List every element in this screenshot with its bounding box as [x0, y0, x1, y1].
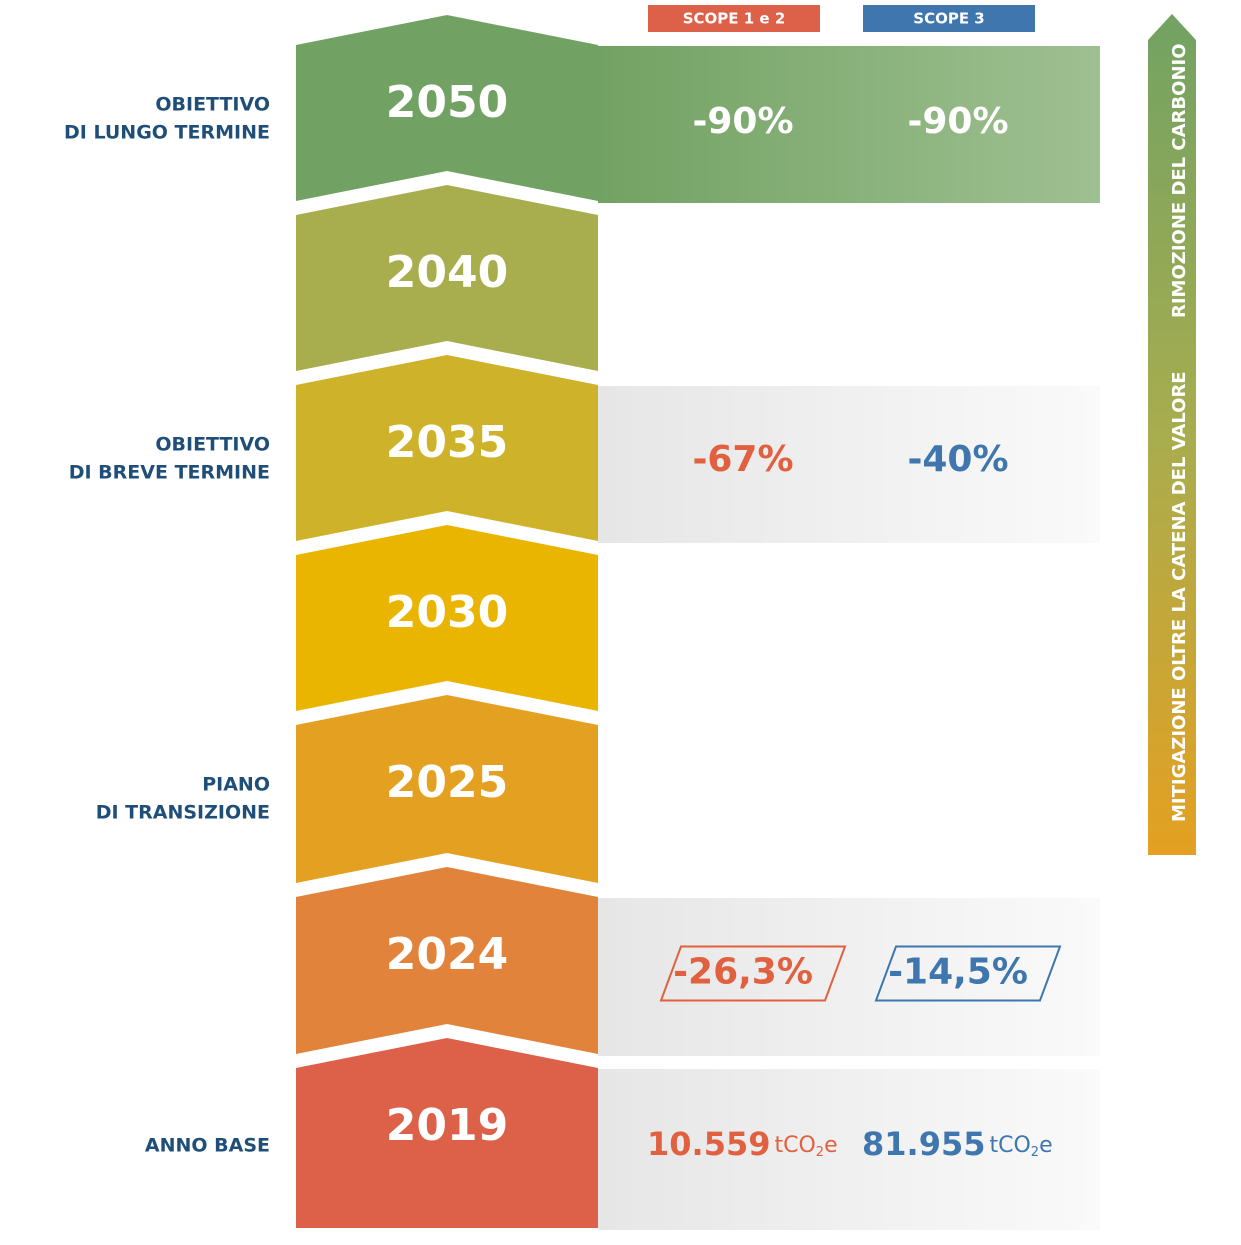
row-label: DI TRANSIZIONE — [96, 802, 270, 824]
unit: e — [824, 1133, 838, 1158]
rows: 2050 OBIETTIVO DI LUNGO TERMINE -90% -90% 204… — [64, 15, 1100, 1230]
reduction-value: -26,3% — [673, 952, 813, 993]
year: 2040 — [386, 247, 508, 298]
year: 2035 — [386, 417, 508, 468]
year: 2050 — [386, 77, 508, 128]
base-value: 10.559 tCO2e — [647, 1125, 838, 1163]
year-block — [296, 1038, 598, 1228]
reduction-value: -90% — [692, 101, 793, 142]
year: 2025 — [386, 757, 508, 808]
side-top-text: RIMOZIONE DEL CARBONIO — [1169, 43, 1190, 318]
legend-scope12 — [648, 5, 820, 32]
row-panel — [598, 898, 1100, 1056]
row-label: OBIETTIVO — [155, 94, 270, 116]
base-number: 10.559 — [647, 1125, 770, 1163]
row-panel — [598, 46, 1100, 203]
year: 2030 — [386, 587, 508, 638]
year-block — [296, 525, 598, 711]
year-block — [296, 185, 598, 371]
side-bottom-text: MITIGAZIONE OLTRE LA CATENA DEL VALORE — [1169, 371, 1190, 822]
row-label: DI BREVE TERMINE — [69, 462, 270, 484]
row-label: OBIETTIVO — [155, 434, 270, 456]
reduction-value: -90% — [907, 101, 1008, 142]
year-block — [296, 695, 598, 883]
value-box — [874, 945, 1062, 1002]
unit-sub: 2 — [1031, 1145, 1039, 1160]
unit-sub: 2 — [816, 1145, 824, 1160]
base-value: 81.955 tCO2e — [862, 1125, 1053, 1163]
unit: e — [1039, 1133, 1053, 1158]
reduction-value: -40% — [907, 439, 1008, 480]
year-block — [296, 867, 598, 1054]
value-box — [659, 945, 847, 1002]
row-panel — [598, 1069, 1100, 1230]
row-label: PIANO — [202, 774, 270, 796]
year: 2019 — [386, 1100, 508, 1151]
row-label: ANNO BASE — [145, 1135, 270, 1157]
year: 2024 — [386, 929, 508, 980]
unit: tCO — [774, 1133, 815, 1158]
reduction-value: -14,5% — [888, 952, 1028, 993]
row-label: DI LUNGO TERMINE — [64, 122, 270, 144]
row-panel — [598, 386, 1100, 543]
unit: tCO — [989, 1133, 1030, 1158]
year-block — [296, 15, 598, 201]
side-arrow — [1148, 14, 1196, 855]
legend-scope3 — [863, 5, 1035, 32]
base-number: 81.955 — [862, 1125, 985, 1163]
legend-scope3-text: SCOPE 3 — [913, 10, 984, 28]
legend-scope12-text: SCOPE 1 e 2 — [683, 10, 786, 28]
reduction-value: -67% — [692, 439, 793, 480]
year-block — [296, 355, 598, 541]
